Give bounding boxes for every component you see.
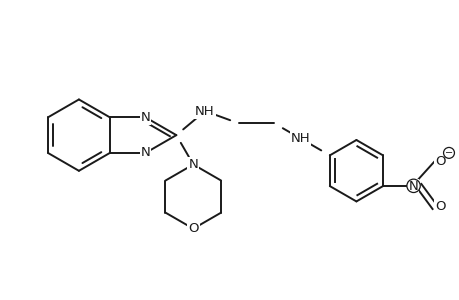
- Text: NH: NH: [290, 132, 310, 145]
- Text: O: O: [188, 222, 198, 235]
- Text: N: N: [140, 146, 150, 160]
- Text: NH: NH: [195, 105, 214, 118]
- Text: O: O: [434, 200, 445, 213]
- Text: N: N: [188, 158, 198, 171]
- Text: O: O: [434, 155, 445, 168]
- Text: −: −: [444, 148, 452, 158]
- Text: N: N: [408, 180, 417, 193]
- Text: N: N: [140, 111, 150, 124]
